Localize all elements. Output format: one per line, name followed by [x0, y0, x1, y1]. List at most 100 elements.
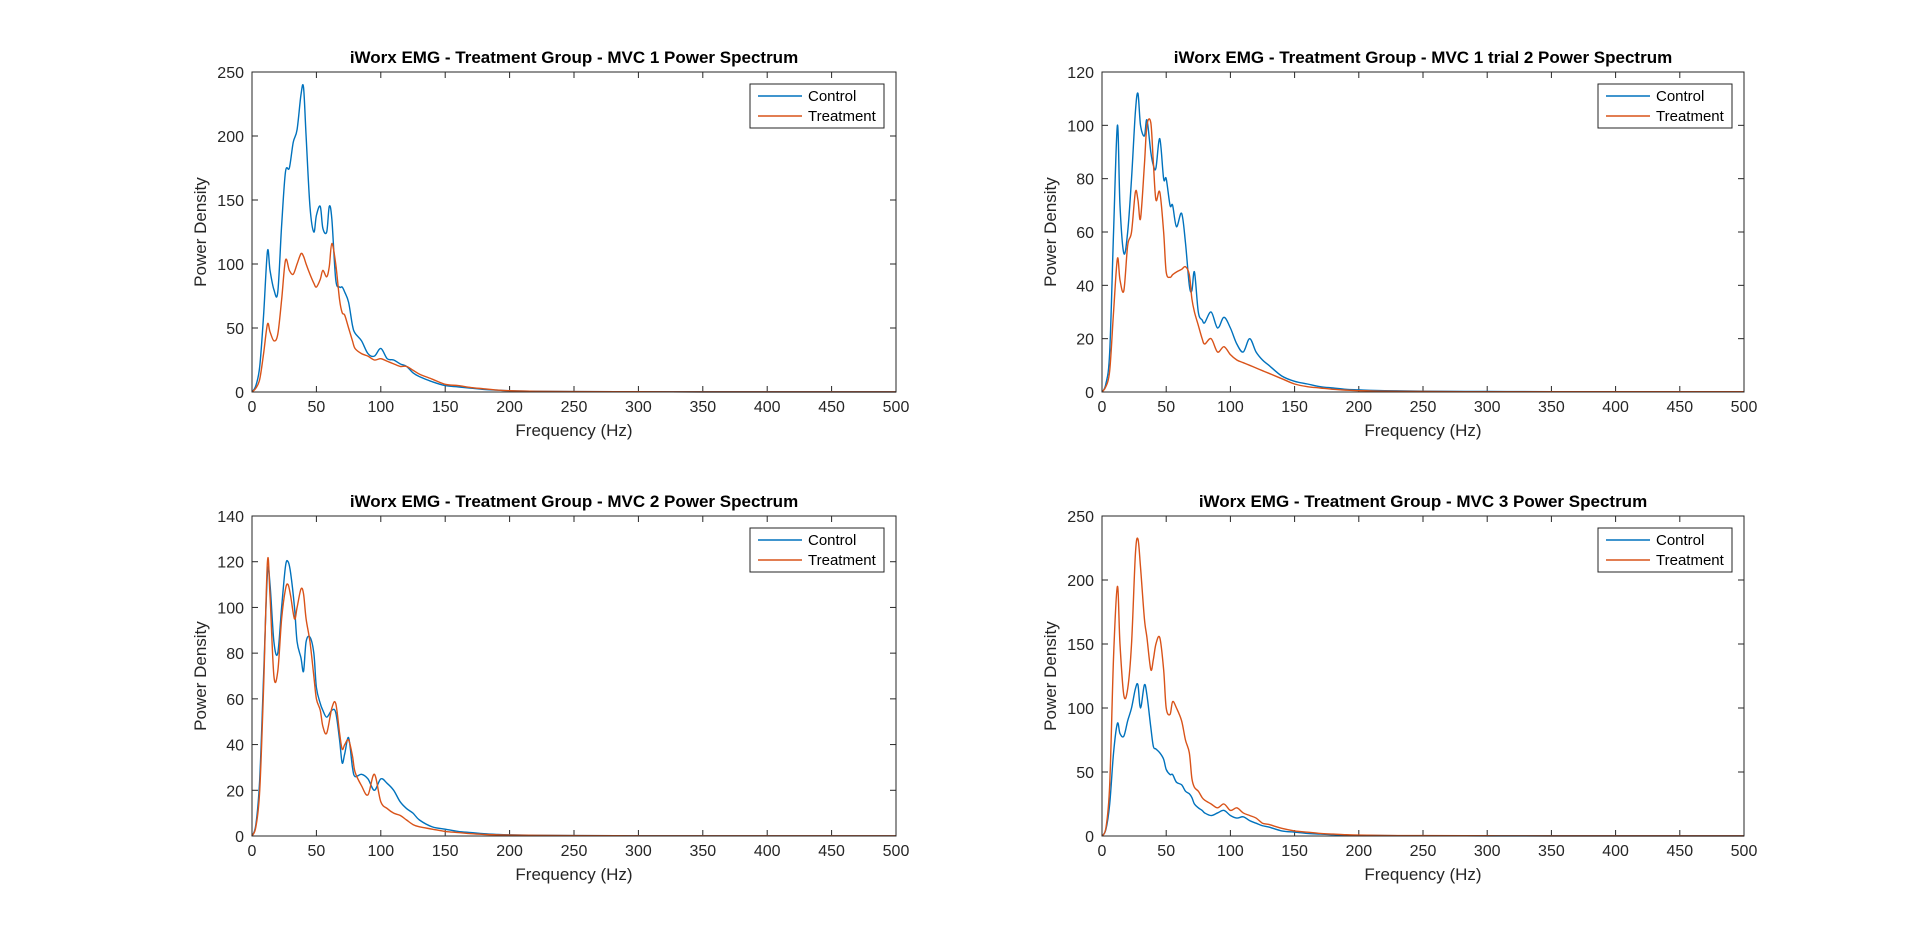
x-tick-label: 400 — [1602, 843, 1629, 860]
legend-label-control: Control — [808, 88, 856, 105]
x-tick-label: 50 — [1157, 843, 1175, 860]
x-tick-label: 200 — [496, 843, 523, 860]
axes-box — [1101, 71, 1745, 393]
y-tick-label: 120 — [1067, 65, 1094, 82]
y-tick-label: 40 — [226, 738, 244, 755]
x-tick-label: 350 — [1538, 843, 1565, 860]
y-tick-label: 150 — [217, 193, 244, 210]
chart-panel-1: 0 50 100 150 200 250 300 350 400 450 500 0 50 100 150 2… — [191, 48, 909, 440]
x-tick-label: 200 — [1345, 843, 1372, 860]
x-tick-label: 50 — [308, 399, 326, 416]
x-tick-label: 300 — [1474, 843, 1501, 860]
x-tick-label: 150 — [432, 399, 459, 416]
chart-panel-3: 0 50 100 150 200 250 300 350 400 450 500 0 20 40 60 80 1… — [191, 492, 909, 884]
chart-title: iWorx EMG - Treatment Group - MVC 2 Powe… — [350, 492, 798, 511]
y-tick-label: 80 — [1076, 172, 1094, 189]
legend-label-control: Control — [1656, 88, 1704, 105]
y-tick-label: 40 — [1076, 278, 1094, 295]
x-tick-label: 150 — [432, 843, 459, 860]
x-axis-label: Frequency (Hz) — [1364, 421, 1481, 440]
x-tick-label: 100 — [367, 399, 394, 416]
x-tick-label: 250 — [1410, 843, 1437, 860]
y-axis-label: Power Density — [191, 177, 210, 287]
x-tick-label: 150 — [1281, 399, 1308, 416]
x-tick-label: 400 — [754, 843, 781, 860]
y-tick-label: 0 — [1085, 385, 1094, 402]
y-tick-label: 120 — [217, 555, 244, 572]
x-tick-label: 500 — [1731, 399, 1758, 416]
legend-label-treatment: Treatment — [808, 108, 877, 125]
legend-box — [1597, 527, 1733, 573]
axes-box — [1101, 515, 1745, 837]
x-tick-label: 450 — [818, 843, 845, 860]
legend: Control Treatment — [1597, 527, 1733, 573]
legend-label-treatment: Treatment — [808, 552, 877, 569]
x-tick-label: 50 — [308, 843, 326, 860]
y-axis-label: Power Density — [1041, 177, 1060, 287]
x-tick-label: 0 — [1098, 843, 1107, 860]
y-tick-label: 100 — [217, 600, 244, 617]
legend: Control Treatment — [749, 83, 885, 129]
series-line-treatment — [251, 242, 896, 393]
y-tick-label: 200 — [1067, 573, 1094, 590]
x-axis-label: Frequency (Hz) — [1364, 865, 1481, 884]
series-line-treatment — [1101, 537, 1744, 837]
x-tick-label: 400 — [754, 399, 781, 416]
x-tick-label: 100 — [1217, 843, 1244, 860]
x-tick-label: 300 — [625, 843, 652, 860]
y-tick-label: 140 — [217, 509, 244, 526]
y-tick-label: 60 — [226, 692, 244, 709]
chart-title: iWorx EMG - Treatment Group - MVC 1 tria… — [1174, 48, 1672, 67]
y-tick-label: 20 — [226, 783, 244, 800]
axes-box — [251, 515, 897, 837]
x-tick-label: 400 — [1602, 399, 1629, 416]
x-tick-label: 350 — [689, 399, 716, 416]
legend: Control Treatment — [1597, 83, 1733, 129]
series-line-treatment — [1101, 118, 1744, 393]
chart-panel-4: 0 50 100 150 200 250 300 350 400 450 500 0 50 100 150 2… — [1041, 492, 1757, 884]
legend-box — [749, 83, 885, 129]
x-tick-label: 250 — [1410, 399, 1437, 416]
x-tick-label: 100 — [367, 843, 394, 860]
y-tick-label: 80 — [226, 646, 244, 663]
y-tick-label: 50 — [1076, 765, 1094, 782]
y-tick-label: 50 — [226, 321, 244, 338]
chart-panel-2: 0 50 100 150 200 250 300 350 400 450 500 0 20 40 60 80 1… — [1041, 48, 1757, 440]
x-tick-label: 0 — [1098, 399, 1107, 416]
y-tick-label: 100 — [217, 257, 244, 274]
y-tick-label: 0 — [1085, 829, 1094, 846]
x-tick-label: 0 — [248, 843, 257, 860]
x-tick-label: 300 — [625, 399, 652, 416]
x-tick-label: 450 — [1666, 399, 1693, 416]
x-tick-label: 250 — [561, 399, 588, 416]
y-tick-label: 100 — [1067, 701, 1094, 718]
y-axis-label: Power Density — [191, 621, 210, 731]
y-tick-label: 100 — [1067, 118, 1094, 135]
y-tick-label: 200 — [217, 129, 244, 146]
x-tick-label: 50 — [1157, 399, 1175, 416]
axes-box — [251, 71, 897, 393]
x-tick-label: 300 — [1474, 399, 1501, 416]
x-tick-label: 200 — [1345, 399, 1372, 416]
x-tick-label: 100 — [1217, 399, 1244, 416]
y-axis-label: Power Density — [1041, 621, 1060, 731]
x-tick-label: 500 — [883, 843, 910, 860]
series-line-treatment — [251, 557, 897, 837]
x-tick-label: 450 — [1666, 843, 1693, 860]
legend-box — [1597, 83, 1733, 129]
x-tick-label: 350 — [1538, 399, 1565, 416]
series-line-control — [1101, 92, 1744, 393]
legend-label-treatment: Treatment — [1656, 108, 1725, 125]
x-tick-label: 500 — [1731, 843, 1758, 860]
y-tick-label: 250 — [217, 65, 244, 82]
chart-title: iWorx EMG - Treatment Group - MVC 3 Powe… — [1199, 492, 1647, 511]
legend-label-treatment: Treatment — [1656, 552, 1725, 569]
legend: Control Treatment — [749, 527, 885, 573]
y-tick-label: 150 — [1067, 637, 1094, 654]
x-tick-label: 200 — [496, 399, 523, 416]
y-tick-label: 60 — [1076, 225, 1094, 242]
legend-label-control: Control — [1656, 532, 1704, 549]
y-tick-label: 0 — [235, 829, 244, 846]
x-tick-label: 350 — [689, 843, 716, 860]
